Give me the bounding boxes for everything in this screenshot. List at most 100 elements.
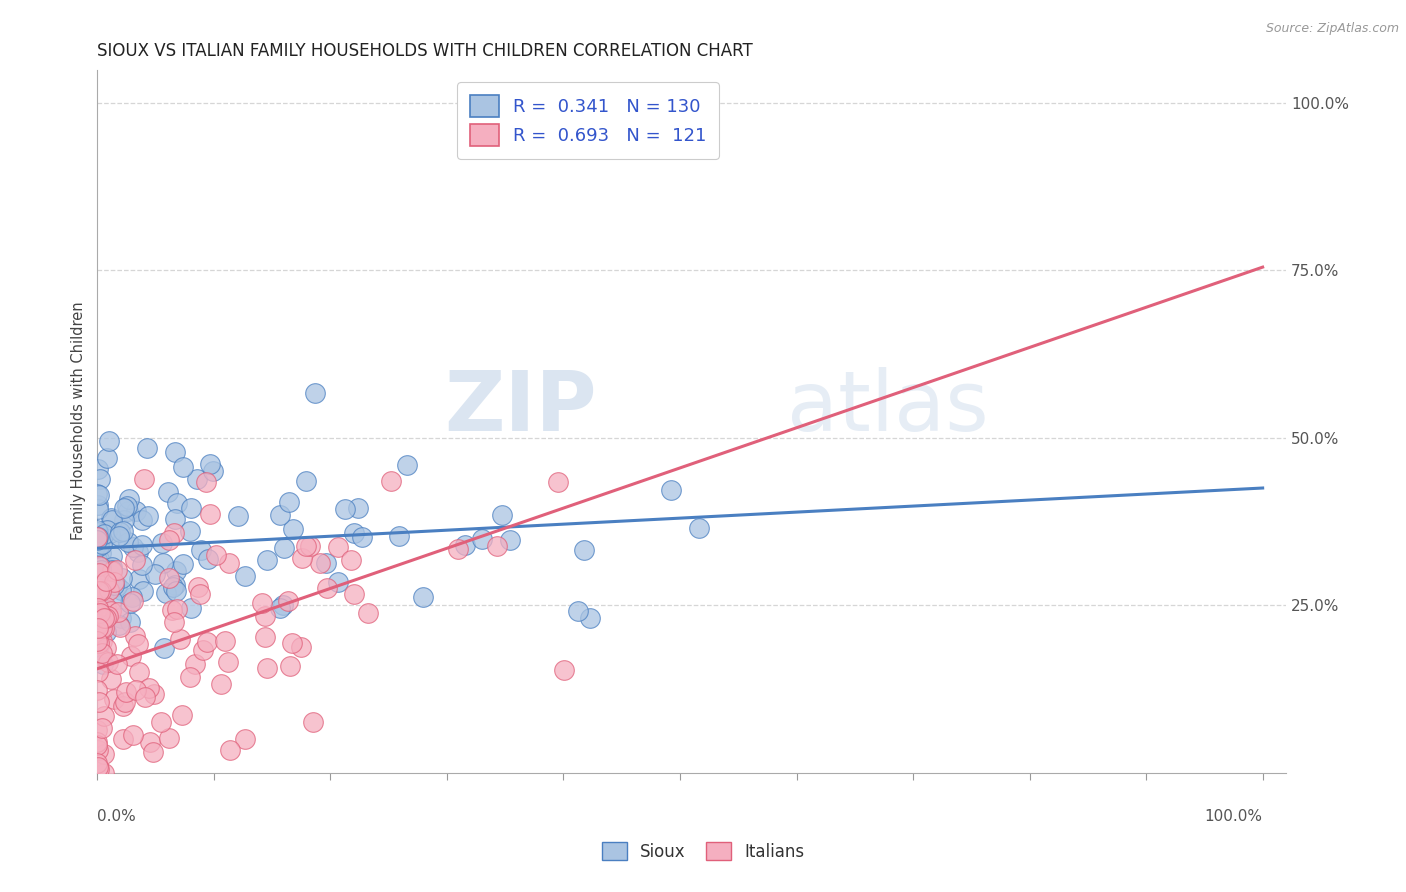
Point [139,735,162,749]
Point [136,508,159,523]
Point [269,601,291,615]
Point [572,543,595,558]
Point [142,745,165,759]
Point [101,549,124,564]
Point [380,475,402,489]
Point [108,528,131,542]
Text: 100.0%: 100.0% [1205,809,1263,824]
Point [86,631,108,645]
Point [118,615,141,629]
Point [567,604,589,618]
Point [142,687,165,701]
Point [278,495,301,509]
Point [485,539,508,553]
Point [209,677,232,691]
Point [90,621,112,635]
Point [87,581,110,595]
Point [101,559,124,574]
Point [89,648,111,663]
Point [86,572,108,586]
Point [118,492,141,507]
Point [273,599,295,613]
Point [169,632,191,647]
Point [273,541,295,555]
Point [143,566,166,581]
Point [295,474,318,488]
Point [90,583,112,598]
Point [89,487,111,501]
Point [86,607,108,621]
Point [89,564,111,578]
Point [166,602,188,616]
Point [103,691,125,706]
Point [90,652,112,666]
Point [120,648,142,663]
Point [86,621,108,635]
Point [112,513,135,527]
Point [326,574,349,589]
Point [316,581,339,595]
Point [163,577,186,591]
Point [90,560,112,574]
Point [111,570,134,584]
Point [114,695,136,709]
Point [87,665,110,679]
Point [86,525,108,540]
Point [233,732,256,747]
Point [121,590,143,604]
Point [356,606,378,620]
Point [86,738,108,752]
Point [112,524,135,538]
Point [269,508,291,523]
Point [105,657,128,672]
Point [290,640,312,654]
Point [93,709,115,723]
Point [162,580,184,594]
Point [233,569,256,583]
Point [277,594,299,608]
Y-axis label: Family Households with Children: Family Households with Children [72,301,86,541]
Point [96,574,118,589]
Point [94,599,117,614]
Point [100,514,122,528]
Point [110,582,132,597]
Point [131,538,153,552]
Point [180,501,202,516]
Point [97,583,120,598]
Point [162,603,184,617]
Point [134,472,156,486]
Point [89,472,111,486]
Point [226,509,249,524]
Point [101,593,124,607]
Text: 0.0%: 0.0% [97,809,136,824]
Point [180,601,202,615]
Point [253,608,276,623]
Point [179,670,201,684]
Point [120,596,142,610]
Point [87,540,110,554]
Point [87,538,110,552]
Point [156,485,179,500]
Point [117,535,139,549]
Point [447,542,470,557]
Point [179,524,201,539]
Point [94,641,117,656]
Point [454,537,477,551]
Point [86,523,108,537]
Point [90,546,112,560]
Point [131,583,153,598]
Point [110,620,132,634]
Point [89,606,111,620]
Point [93,610,115,624]
Point [86,735,108,749]
Point [93,527,115,541]
Point [202,464,225,478]
Point [93,568,115,582]
Point [115,684,138,698]
Point [304,385,326,400]
Point [295,539,318,553]
Point [172,459,194,474]
Point [86,743,108,757]
Point [108,524,131,539]
Point [298,539,321,553]
